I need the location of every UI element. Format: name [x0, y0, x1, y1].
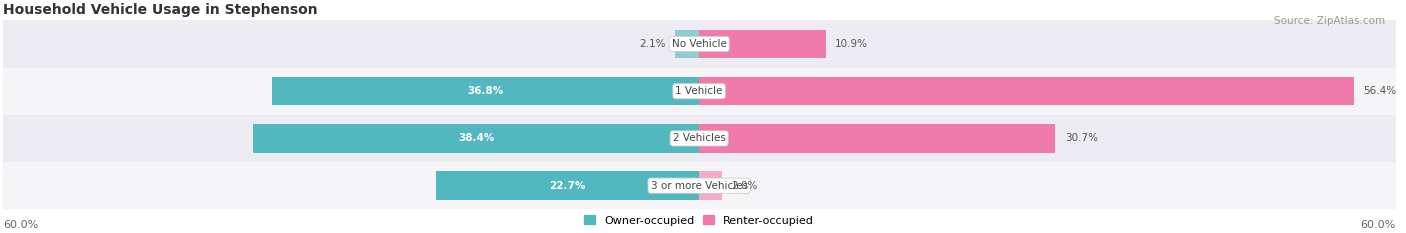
Bar [675, 30, 699, 58]
Text: 60.0%: 60.0% [1360, 220, 1396, 230]
Bar [271, 77, 699, 105]
Bar [3, 21, 1396, 68]
Bar [3, 162, 1396, 209]
Bar [699, 124, 1056, 153]
Bar [699, 171, 723, 200]
Text: 56.4%: 56.4% [1362, 86, 1396, 96]
Legend: Owner-occupied, Renter-occupied: Owner-occupied, Renter-occupied [583, 215, 814, 226]
Text: 38.4%: 38.4% [458, 134, 495, 144]
Bar [3, 68, 1396, 115]
Bar [436, 171, 699, 200]
Text: Source: ZipAtlas.com: Source: ZipAtlas.com [1274, 16, 1385, 26]
Text: 30.7%: 30.7% [1064, 134, 1098, 144]
Text: 22.7%: 22.7% [550, 181, 586, 191]
Text: 60.0%: 60.0% [3, 220, 38, 230]
Bar [253, 124, 699, 153]
Text: 2.1%: 2.1% [638, 39, 665, 49]
Text: Household Vehicle Usage in Stephenson: Household Vehicle Usage in Stephenson [3, 3, 318, 17]
Text: 36.8%: 36.8% [467, 86, 503, 96]
Text: 2.0%: 2.0% [731, 181, 758, 191]
Bar [699, 30, 825, 58]
Bar [3, 115, 1396, 162]
Text: 1 Vehicle: 1 Vehicle [675, 86, 723, 96]
Text: No Vehicle: No Vehicle [672, 39, 727, 49]
Text: 2 Vehicles: 2 Vehicles [672, 134, 725, 144]
Bar [699, 77, 1354, 105]
Text: 10.9%: 10.9% [835, 39, 868, 49]
Text: 3 or more Vehicles: 3 or more Vehicles [651, 181, 748, 191]
